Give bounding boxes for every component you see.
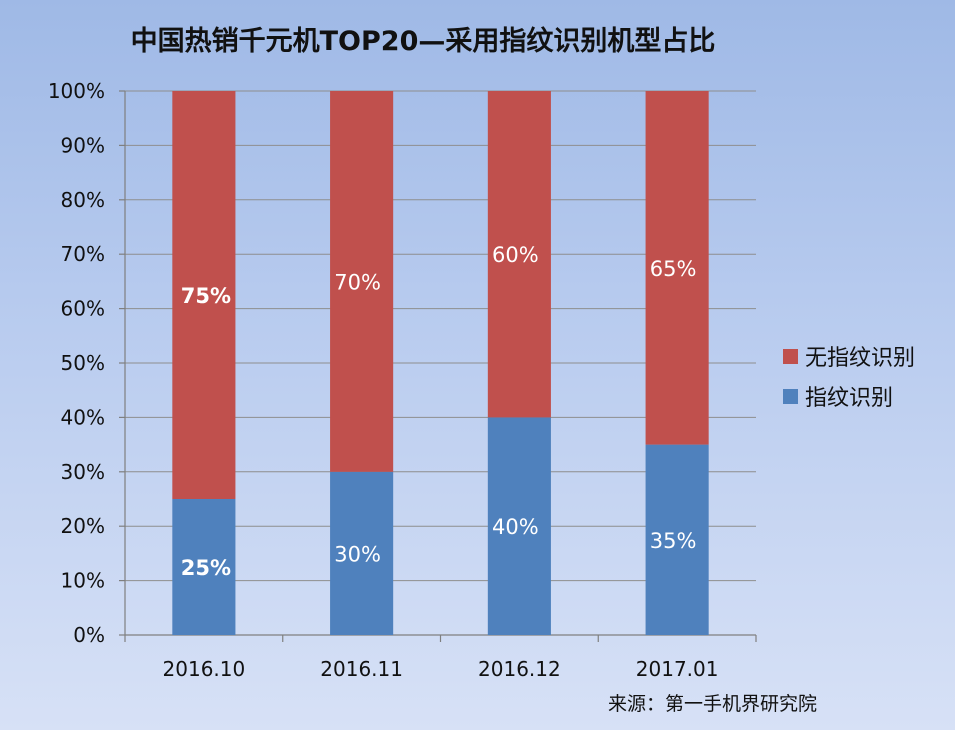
y-tick-label: 50% bbox=[61, 351, 105, 375]
y-tick-label: 40% bbox=[61, 405, 105, 429]
y-tick-label: 80% bbox=[61, 188, 105, 212]
y-tick-label: 0% bbox=[73, 623, 105, 647]
data-label: 35% bbox=[650, 529, 697, 553]
y-tick-label: 60% bbox=[61, 297, 105, 321]
bar-segment bbox=[172, 91, 236, 499]
data-label: 60% bbox=[492, 243, 539, 267]
x-tick-label: 2016.12 bbox=[478, 657, 561, 681]
data-label: 25% bbox=[181, 556, 231, 580]
legend-swatch bbox=[783, 349, 798, 364]
legend-label: 无指纹识别 bbox=[805, 346, 915, 371]
bar-segment bbox=[330, 91, 394, 472]
y-tick-label: 100% bbox=[48, 79, 105, 103]
data-label: 70% bbox=[334, 270, 381, 294]
y-tick-label: 20% bbox=[61, 514, 105, 538]
bar-segment bbox=[645, 91, 709, 445]
chart-title: 中国热销千元机TOP20—采用指纹识别机型占比 bbox=[131, 26, 716, 57]
bar-segment bbox=[645, 444, 709, 635]
x-tick-label: 2017.01 bbox=[636, 657, 719, 681]
bar-segment bbox=[487, 417, 551, 635]
data-label: 75% bbox=[181, 284, 231, 308]
y-tick-label: 90% bbox=[61, 133, 105, 157]
y-tick-label: 70% bbox=[61, 242, 105, 266]
bar-segment bbox=[487, 91, 551, 418]
data-label: 40% bbox=[492, 515, 539, 539]
bars bbox=[172, 91, 709, 635]
y-axis-ticks: 0% 10% 20% 30% 40% 50% 60% 70% 80% 90% 100% bbox=[48, 79, 105, 647]
x-tick-label: 2016.10 bbox=[163, 657, 246, 681]
x-tick-label: 2016.11 bbox=[320, 657, 403, 681]
y-tick-label: 30% bbox=[61, 460, 105, 484]
data-label: 30% bbox=[334, 542, 381, 566]
x-axis-ticks: 2016.10 2016.11 2016.12 2017.01 bbox=[163, 657, 719, 681]
legend-label: 指纹识别 bbox=[805, 386, 893, 411]
data-label: 65% bbox=[650, 257, 697, 281]
y-tick-label: 10% bbox=[61, 569, 105, 593]
bar-segment bbox=[330, 471, 394, 635]
legend-swatch bbox=[783, 389, 798, 404]
bar-segment bbox=[172, 499, 236, 635]
source-note: 来源：第一手机界研究院 bbox=[608, 693, 817, 715]
data-labels: 25% 75% 30% 70% 40% 60% 35% 65% bbox=[181, 243, 697, 580]
